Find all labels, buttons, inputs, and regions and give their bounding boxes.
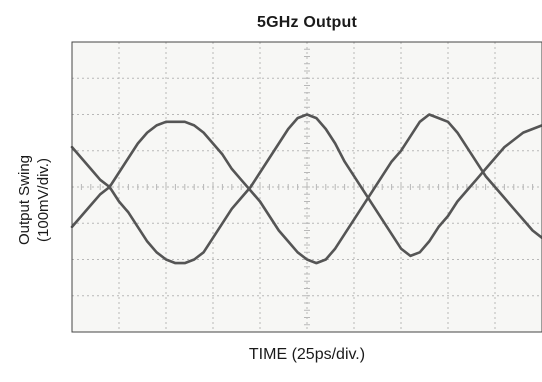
eye-trace-2 <box>70 113 542 265</box>
chart-title: 5GHz Output <box>257 14 357 31</box>
plot-frame <box>71 41 542 333</box>
x-axis-label: TIME (25ps/div.) <box>248 346 366 363</box>
eye-trace-1 <box>70 113 542 265</box>
traces <box>70 113 542 265</box>
